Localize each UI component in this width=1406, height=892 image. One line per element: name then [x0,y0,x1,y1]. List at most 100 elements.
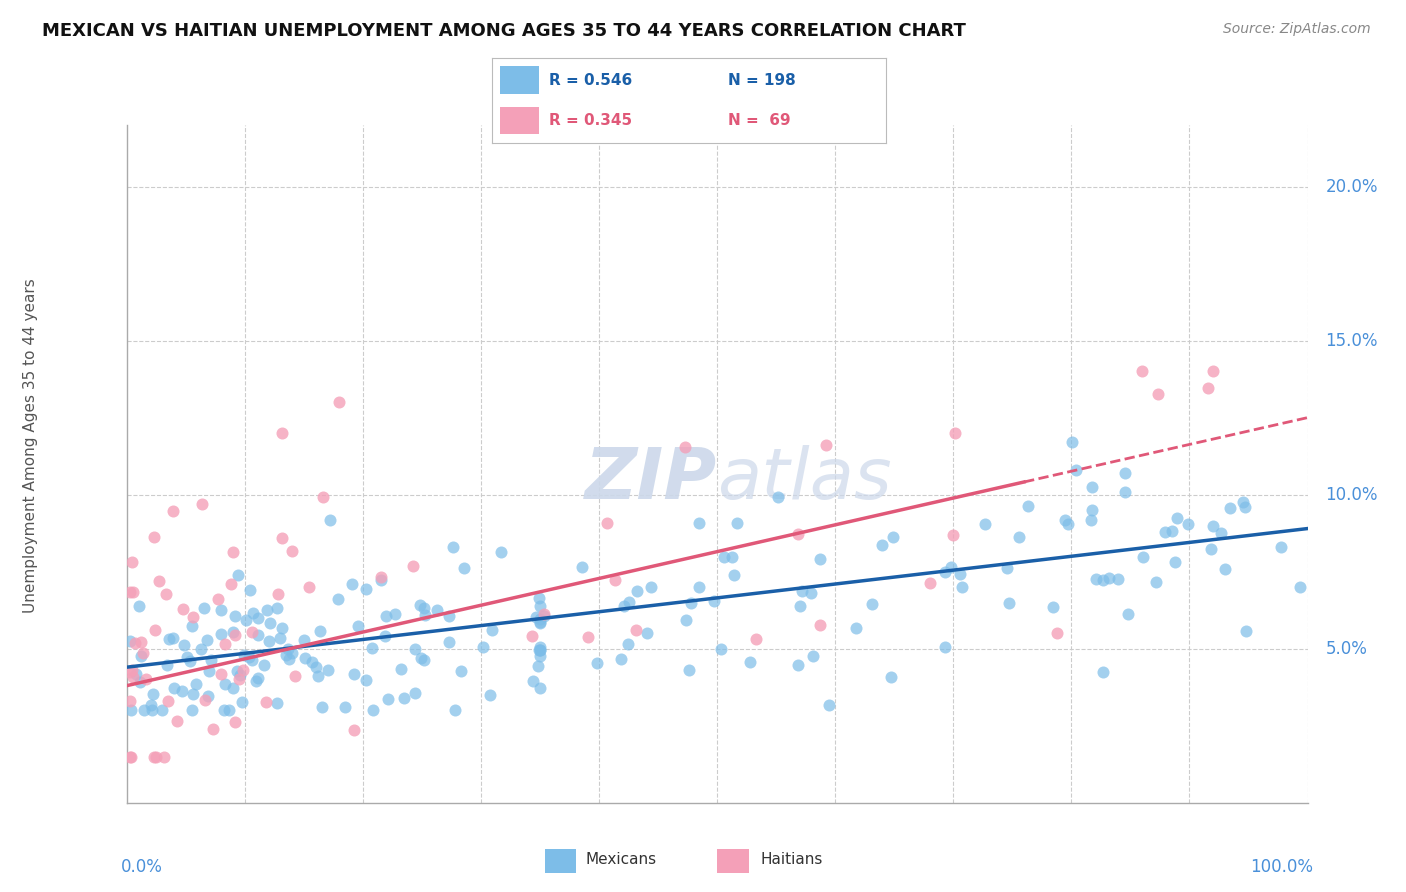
Point [292,632,315,647]
Point [1017,499,1039,513]
Point [673,440,696,454]
Point [135,673,157,687]
Point [305,660,328,674]
Point [233,648,256,662]
Point [370,573,392,587]
Point [934,565,956,579]
Point [224,628,246,642]
Point [271,426,294,441]
Point [808,551,831,566]
Point [402,559,425,574]
Point [478,689,501,703]
Point [995,560,1018,574]
Point [226,567,249,582]
Point [176,650,198,665]
Point [129,635,152,649]
Point [533,608,555,623]
Point [860,597,883,611]
Point [613,599,636,613]
Point [703,594,725,608]
Point [280,543,302,558]
Point [152,749,174,764]
Point [224,609,246,624]
Point [404,642,426,657]
Point [143,624,166,638]
Point [1080,480,1102,494]
Point [312,491,335,505]
Point [156,657,179,672]
Point [340,577,363,591]
Point [681,596,703,610]
Point [120,633,142,648]
Point [624,624,647,638]
Point [404,686,426,700]
Point [121,555,143,569]
Point [450,664,472,678]
Point [179,653,201,667]
Text: R = 0.546: R = 0.546 [550,72,633,87]
Point [392,691,415,706]
Point [1084,572,1107,586]
Text: N =  69: N = 69 [728,113,792,128]
Point [520,629,543,643]
Text: Mexicans: Mexicans [585,853,657,867]
Point [190,497,212,511]
Point [259,615,281,630]
Point [786,526,808,541]
Point [128,674,150,689]
Point [1053,513,1076,527]
Point [148,574,170,589]
Point [950,581,973,595]
Point [232,663,254,677]
Point [688,580,710,594]
Point [1154,525,1177,540]
Point [610,652,633,666]
Point [307,669,329,683]
Bar [544,848,576,873]
Point [1199,541,1222,556]
Point [246,671,269,685]
Point [688,516,710,531]
Point [271,621,294,635]
Point [141,703,163,717]
Point [678,663,700,677]
Point [124,636,146,650]
Point [316,663,339,677]
Point [533,607,555,621]
Point [1114,466,1136,480]
Point [361,640,384,655]
Text: atlas: atlas [717,445,891,514]
Point [941,560,963,574]
Point [166,714,188,728]
Point [626,584,648,599]
Point [228,673,250,687]
Point [195,632,218,647]
Point [527,591,550,605]
Point [309,624,332,638]
Point [120,694,142,708]
Point [266,600,288,615]
Point [162,632,184,646]
Point [586,657,609,671]
Point [787,657,810,672]
Point [934,640,956,655]
Point [1202,364,1225,378]
Point [209,626,232,640]
Point [252,657,274,672]
Text: R = 0.345: R = 0.345 [550,113,633,128]
Point [527,659,550,673]
Point [193,600,215,615]
Point [413,600,436,615]
Point [328,395,350,409]
Point [1097,571,1119,585]
Point [801,648,824,663]
Point [744,632,766,646]
Point [1213,562,1236,576]
Point [723,568,745,582]
Point [301,655,323,669]
Point [814,437,837,451]
Point [1007,530,1029,544]
Point [163,681,186,695]
Point [1219,501,1241,516]
Point [224,715,246,730]
